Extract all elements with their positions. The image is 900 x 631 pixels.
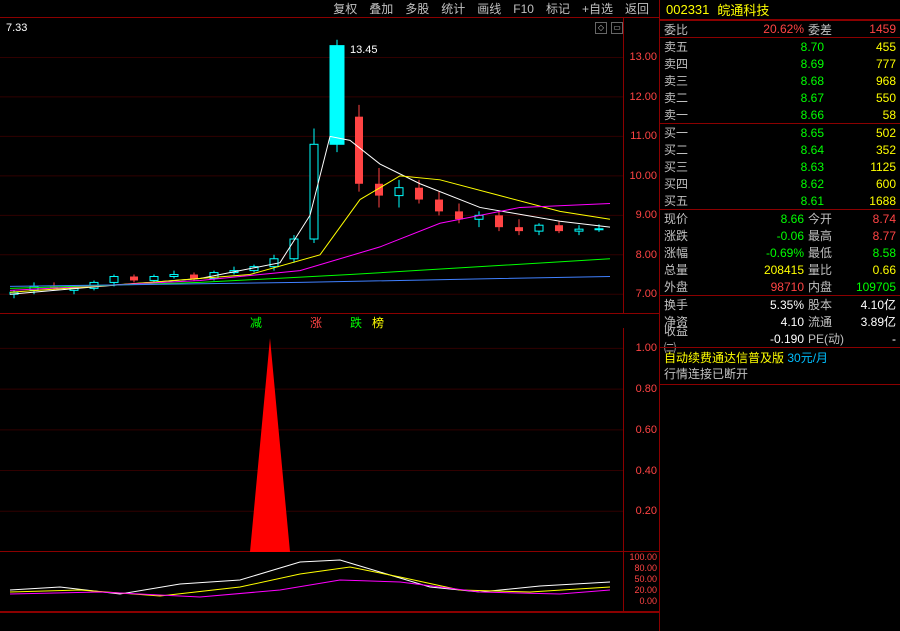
bid-row: 买四8.62600 <box>660 175 900 192</box>
toolbar-item[interactable]: 标记 <box>546 0 570 17</box>
toolbar: 复权叠加多股统计画线 F10 标记 +自选返回 <box>0 0 659 18</box>
fundamental-row: 换手5.35%股本4.10亿 <box>660 296 900 313</box>
toolbar-item[interactable]: 多股 <box>405 0 429 17</box>
notice-line: 行情连接已断开 <box>664 366 896 382</box>
ask-row: 卖一8.6658 <box>660 106 900 123</box>
fundamental-row: 净资4.10流通3.89亿 <box>660 313 900 330</box>
sub-y-axis: 1.000.800.600.400.20 <box>623 328 659 551</box>
notice-box: 自动续费通达信普及版 30元/月行情连接已断开 <box>660 347 900 384</box>
ask-row: 卖三8.68968 <box>660 72 900 89</box>
quote-row: 涨幅-0.69%最低8.58 <box>660 244 900 261</box>
toolbar-item[interactable]: 复权 <box>333 0 357 17</box>
stock-header: 002331 皖通科技 <box>660 0 900 20</box>
toolbar-item[interactable]: F10 <box>513 2 534 16</box>
stock-code: 002331 <box>666 2 709 17</box>
quote-row: 外盘98710内盘109705 <box>660 278 900 295</box>
quote-row: 总量208415量比0.66 <box>660 261 900 278</box>
main-kline-chart: 7.33 ◇ ▭ 13.0012.0011.0010.009.008.007.0… <box>0 18 659 314</box>
toolbar-item[interactable]: 叠加 <box>369 0 393 17</box>
bottom-y-axis: 100.0080.0050.0020.000.00 <box>623 552 659 611</box>
ask-row: 卖二8.67550 <box>660 89 900 106</box>
bid-row: 买二8.64352 <box>660 141 900 158</box>
bid-row: 买五8.611688 <box>660 192 900 209</box>
ask-row: 卖五8.70455 <box>660 38 900 55</box>
quote-row: 现价8.66今开8.74 <box>660 210 900 227</box>
price-annotation: 13.45 <box>350 44 378 56</box>
order-ratio-row: 委比 20.62% 委差 1459 <box>660 20 900 37</box>
notice-line: 自动续费通达信普及版 30元/月 <box>664 350 896 366</box>
bid-row: 买一8.65502 <box>660 124 900 141</box>
main-y-axis: 13.0012.0011.0010.009.008.007.00 <box>623 18 659 313</box>
toolbar-item[interactable]: 统计 <box>441 0 465 17</box>
quote-row: 涨跌-0.06最高8.77 <box>660 227 900 244</box>
chart-tool-icon[interactable]: ◇ <box>595 22 607 34</box>
ask-row: 卖四8.69777 <box>660 55 900 72</box>
chart-tool-icon[interactable]: ▭ <box>611 22 623 34</box>
fundamental-row: 收益㈢-0.190PE(动)- <box>660 330 900 347</box>
toolbar-item[interactable]: +自选 <box>582 0 613 17</box>
stock-name: 皖通科技 <box>717 0 769 19</box>
sub-indicator-chart: 1.000.800.600.400.20 <box>0 328 659 552</box>
toolbar-item[interactable]: 返回 <box>625 0 649 17</box>
bid-row: 买三8.631125 <box>660 158 900 175</box>
indicator-labels: 减涨跌榜 <box>0 314 659 328</box>
toolbar-item[interactable]: 画线 <box>477 0 501 17</box>
bottom-indicator-chart: 100.0080.0050.0020.000.00 <box>0 552 659 612</box>
